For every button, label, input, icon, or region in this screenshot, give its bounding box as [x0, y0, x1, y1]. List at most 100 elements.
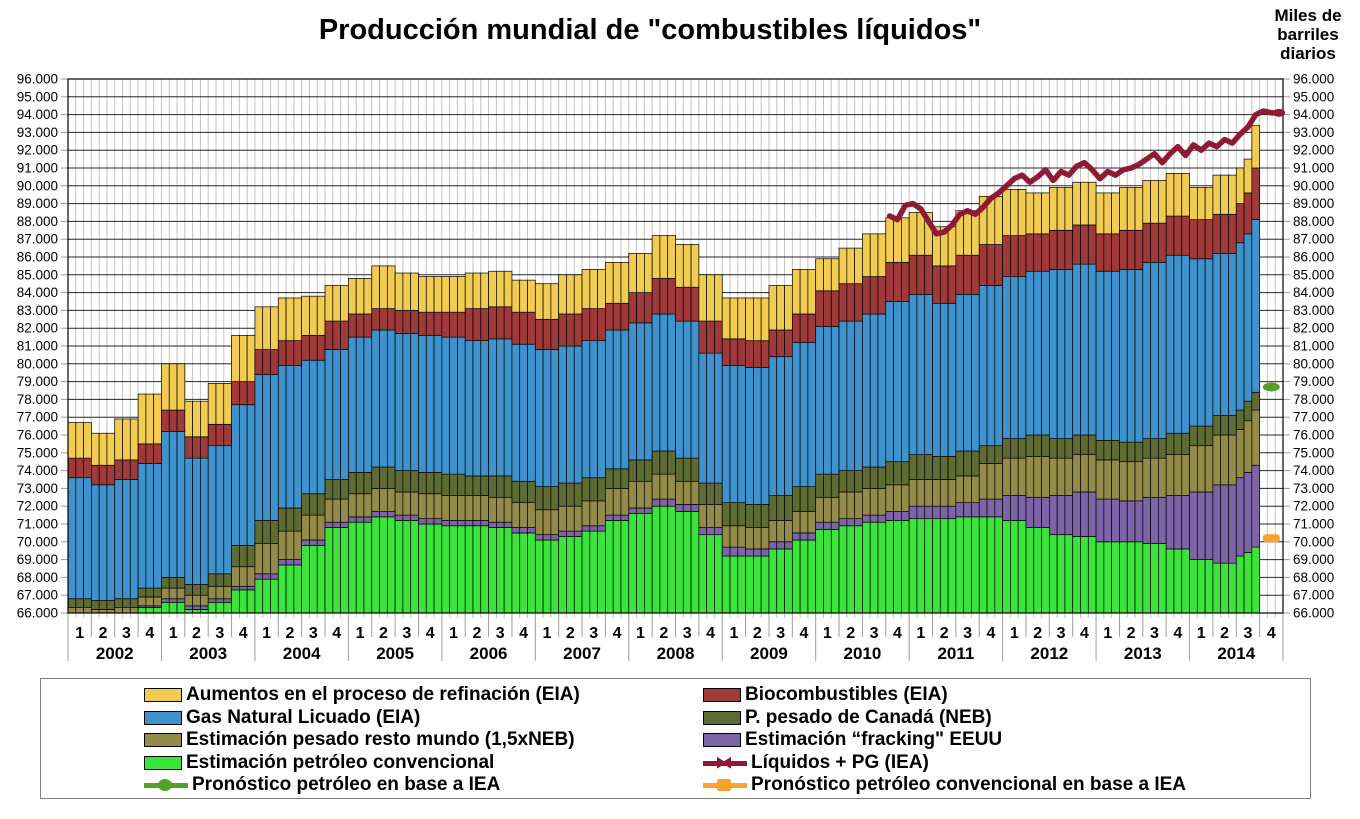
bar-segment-conv: [581, 530, 591, 614]
bar-segment-heavy_ca: [534, 486, 544, 511]
bar-segment-heavy_rw: [496, 496, 505, 523]
bar-segment-frack: [1041, 496, 1050, 528]
chart-title: Producción mundial de "combustibles líqu…: [318, 14, 982, 46]
forecast-marker-green: [1262, 382, 1280, 392]
bar-segment-bio: [441, 311, 450, 338]
bar-segment-heavy_ca: [869, 466, 879, 489]
bar-segment-frack: [410, 514, 419, 521]
bar-segment-bio: [457, 311, 466, 338]
bar-segment-heavy_ca: [472, 475, 482, 496]
bar-segment-ref: [1095, 192, 1105, 235]
bar-segment-frack: [309, 539, 318, 546]
bar-segment-ref: [192, 400, 201, 438]
bar-segment-conv: [628, 512, 637, 614]
bar-segment-bio: [355, 313, 365, 338]
bar-segment-ngl: [511, 343, 521, 482]
bar-segment-bio: [597, 308, 606, 342]
bar-segment-heavy_rw: [379, 488, 388, 512]
bar-segment-heavy_rw: [340, 498, 349, 523]
y-tick-label-right: 82.000: [1293, 321, 1334, 336]
bar-segment-ref: [114, 418, 123, 461]
x-year-label: 2005: [376, 644, 414, 663]
bar-segment-frack: [846, 518, 855, 527]
bar-segment-conv: [776, 548, 785, 614]
bar-segment-ngl: [223, 445, 232, 575]
bar-segment-conv: [1134, 541, 1144, 614]
bar-segment-frack: [293, 559, 303, 566]
bar-segment-heavy_ca: [589, 477, 598, 502]
bar-segment-frack: [1010, 495, 1019, 521]
bar-segment-ngl: [994, 285, 1003, 447]
bar-segment-ngl: [799, 342, 809, 487]
bar-segment-heavy_rw: [67, 607, 77, 614]
y-tick-label-left: 72.000: [17, 499, 58, 514]
x-quarter-label: 1: [1197, 625, 1206, 642]
bar-segment-heavy_ca: [371, 466, 380, 489]
bar-segment-conv: [901, 520, 910, 614]
bar-segment-conv: [433, 523, 443, 614]
bar-segment-ref: [1080, 181, 1089, 226]
bar-segment-bio: [1204, 219, 1214, 260]
bar-segment-frack: [363, 516, 373, 523]
bar-segment-conv: [690, 511, 700, 614]
bar-segment-bio: [566, 313, 575, 347]
bar-segment-ngl: [379, 329, 388, 468]
bar-segment-heavy_ca: [1142, 438, 1151, 459]
bar-segment-conv: [760, 555, 770, 614]
bar-segment-ngl: [355, 336, 365, 473]
bar-segment-heavy_rw: [893, 484, 902, 512]
bar-segment-heavy_rw: [231, 566, 240, 587]
bar-segment-heavy_ca: [91, 600, 100, 610]
bar-segment-heavy_rw: [1212, 434, 1222, 486]
bar-segment-ngl: [1173, 254, 1183, 434]
bar-segment-frack: [776, 541, 785, 550]
bar-segment-bio: [768, 329, 778, 358]
y-tick-label-left: 77.000: [17, 410, 58, 425]
bar-segment-bio: [1251, 167, 1260, 220]
y-tick-label-left: 78.000: [17, 392, 58, 407]
bar-segment-heavy_rw: [348, 493, 357, 518]
bar-segment-ref: [457, 276, 466, 313]
bar-segment-bio: [1048, 229, 1058, 270]
bar-segment-ref: [597, 269, 606, 309]
bar-segment-conv: [1103, 541, 1113, 614]
bar-segment-bio: [862, 276, 871, 315]
bar-segment-ngl: [340, 349, 349, 480]
bar-segment-conv: [1025, 527, 1035, 614]
bar-segment-ngl: [231, 404, 240, 546]
bar-segment-ngl: [106, 484, 116, 601]
bar-segment-conv: [1173, 548, 1183, 614]
bar-segment-heavy_ca: [1056, 438, 1066, 459]
bar-segment-frack: [231, 585, 240, 591]
bar-segment-heavy_ca: [527, 480, 536, 503]
bar-segment-heavy_rw: [1196, 445, 1206, 493]
bar-segment-ref: [690, 244, 700, 288]
bar-segment-conv: [231, 589, 240, 614]
bar-segment-frack: [1158, 496, 1167, 544]
x-quarter-label: 3: [1150, 625, 1159, 642]
x-quarter-label: 3: [776, 625, 785, 642]
bar-segment-conv: [332, 527, 341, 614]
liquidos-pg-line: [886, 108, 1282, 237]
line-end-marker: [1273, 108, 1286, 117]
x-quarter-label: 1: [75, 625, 84, 642]
x-quarter-label: 1: [823, 625, 832, 642]
bar-segment-bio: [659, 278, 669, 315]
bar-segment-ngl: [1010, 276, 1019, 439]
bar-segment-bio: [262, 349, 271, 375]
bar-segment-conv: [441, 525, 450, 614]
bar-segment-bio: [815, 290, 824, 327]
y-tick-label-right: 73.000: [1293, 481, 1334, 496]
bar-segment-ref: [231, 334, 240, 382]
bar-segment-heavy_ca: [480, 475, 489, 496]
bar-segment-heavy_rw: [1235, 429, 1245, 479]
bar-segment-heavy_ca: [503, 475, 513, 498]
bar-segment-ref: [410, 272, 419, 311]
bar-segment-heavy_ca: [1064, 438, 1074, 459]
bar-segment-frack: [200, 605, 209, 610]
y-tick-label-right: 79.000: [1293, 374, 1334, 389]
bar-segment-ngl: [207, 445, 217, 575]
bar-segment-ngl: [753, 367, 762, 505]
bar-segment-bio: [620, 302, 630, 331]
